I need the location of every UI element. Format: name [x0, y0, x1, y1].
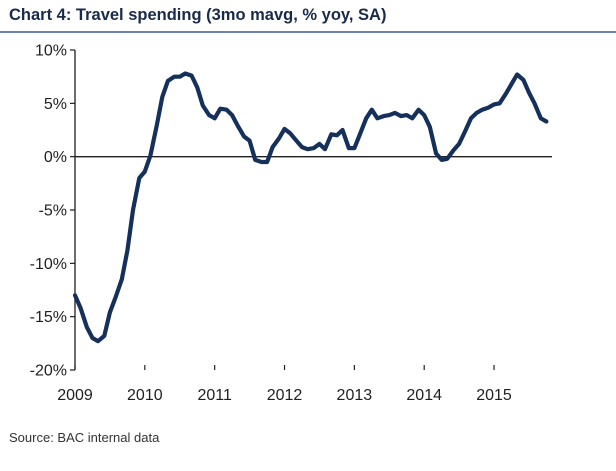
x-tick-label: 2010 — [127, 387, 163, 404]
y-tick-label: 5% — [44, 96, 67, 113]
y-tick-label: 10% — [35, 43, 67, 60]
x-tick-label: 2014 — [406, 387, 442, 404]
x-tick-label: 2012 — [267, 387, 303, 404]
chart-title: Chart 4: Travel spending (3mo mavg, % yo… — [9, 6, 387, 24]
tick-labels: 10% 5% 0% -5% -10% -15% -20% 2009 2010 2011 2012 20… — [30, 43, 512, 405]
axes — [70, 49, 552, 371]
series-line — [72, 71, 549, 344]
x-tick-label: 2015 — [476, 387, 512, 404]
y-tick-label: -20% — [30, 363, 67, 380]
y-tick-label: 0% — [44, 149, 67, 166]
y-tick-label: -5% — [39, 203, 67, 220]
x-tick-label: 2013 — [337, 387, 373, 404]
title-divider — [0, 31, 616, 33]
x-tick-label: 2009 — [57, 387, 93, 404]
y-tick-label: -10% — [30, 256, 67, 273]
source-note: Source: BAC internal data — [9, 430, 160, 445]
series-lines — [72, 71, 549, 344]
y-tick-label: -15% — [30, 309, 67, 326]
x-tick-label: 2011 — [197, 387, 232, 404]
